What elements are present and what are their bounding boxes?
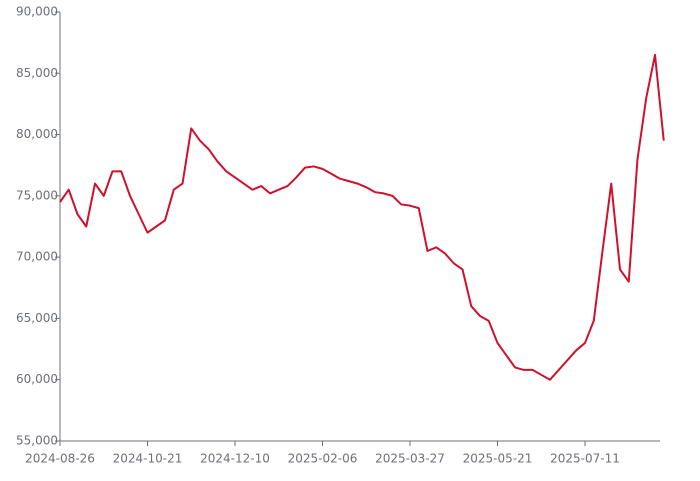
y-tick-label: 65,000: [16, 311, 58, 325]
x-tick-label: 2025-02-06: [288, 452, 358, 466]
y-tick-label: 85,000: [16, 66, 58, 80]
x-tick-label: 2025-07-11: [550, 452, 620, 466]
x-tick-label: 2025-05-21: [463, 452, 533, 466]
y-tick-label: 55,000: [16, 434, 58, 448]
y-tick-label: 75,000: [16, 188, 58, 202]
x-tick-label: 2024-08-26: [25, 452, 95, 466]
x-tick-label: 2024-10-21: [113, 452, 183, 466]
y-tick-label: 80,000: [16, 127, 58, 141]
line: [59, 53, 665, 381]
x-tick-label: 2025-03-27: [375, 452, 445, 466]
x-tick-label: 2024-12-10: [200, 452, 270, 466]
y-tick-label: 70,000: [16, 250, 58, 264]
y-tick-label: 60,000: [16, 372, 58, 386]
y-tick-label: 90,000: [16, 5, 58, 19]
